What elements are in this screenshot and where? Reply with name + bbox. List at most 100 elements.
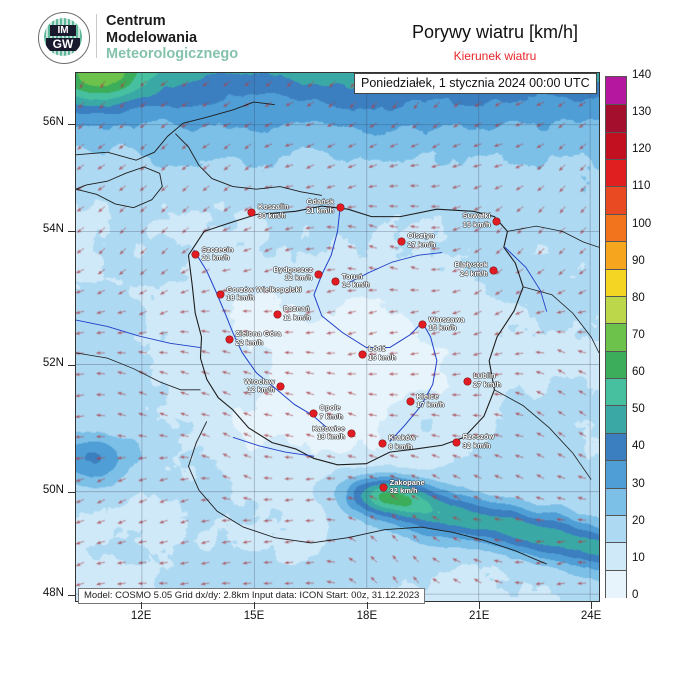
station-label: Warszawa 15 km/h	[429, 315, 465, 333]
colorbar-tick-label: 70	[632, 329, 645, 341]
brand-line-1: Centrum	[106, 13, 238, 30]
colorbar-tick-label: 100	[632, 217, 652, 230]
river-west	[76, 319, 201, 349]
station-dot-icon	[358, 350, 366, 358]
station-value: 32 km/h	[462, 440, 491, 450]
station-name: Toruń	[341, 271, 363, 281]
station-dot-icon	[419, 321, 426, 329]
colorbar-tick-label: 40	[632, 440, 645, 453]
station-name: Gorzów Wielkopolski	[226, 284, 302, 294]
colorbar-segment	[606, 569, 626, 598]
station-value: 18 km/h	[226, 293, 255, 303]
station-value: 8 km/h	[388, 441, 413, 451]
colorbar-tick-label: 80	[632, 291, 645, 304]
station-label: Wrocław 12 km/h	[244, 377, 275, 395]
x-axis-tick-mark	[479, 602, 481, 609]
colorbar	[605, 76, 627, 598]
colorbar-tick-label: 90	[632, 254, 645, 267]
station-label: Rzeszów 32 km/h	[463, 433, 495, 450]
x-axis-tick-mark	[254, 602, 256, 609]
station-value: 32 km/h	[389, 486, 418, 496]
x-axis-tick-mark	[141, 602, 143, 609]
logo-divider	[96, 14, 97, 58]
colorbar-segment	[606, 241, 626, 270]
station-value: 30 km/h	[257, 210, 286, 220]
y-axis-tick-mark	[68, 492, 75, 494]
valid-time-label: Poniedziałek, 1 stycznia 2024 00:00 UTC	[354, 73, 597, 94]
station-label: Kraków 8 km/h	[389, 434, 416, 451]
model-info-label: Model: COSMO 5.05 Grid dx/dy: 2.8km Inpu…	[78, 588, 426, 604]
page-header: IM GW Centrum Modelowania Meteorologiczn…	[0, 0, 681, 70]
colorbar-segment	[606, 104, 626, 133]
colorbar-segment	[606, 131, 626, 161]
station-label: Zielona Góra 22 km/h	[235, 330, 281, 347]
colorbar-tick-label: 140	[632, 69, 652, 81]
colorbar-segment	[606, 186, 626, 215]
station-dot-icon	[493, 217, 501, 225]
station-value: 12 km/h	[246, 385, 275, 395]
station-value: 22 km/h	[235, 337, 264, 347]
station-value: 24 km/h	[459, 268, 488, 278]
station-name: Opole	[319, 403, 341, 413]
station-name: Zielona Góra	[235, 329, 282, 339]
station-name: Koszalin	[257, 202, 289, 212]
station-name: Białystok	[454, 260, 488, 270]
colorbar-segment	[606, 432, 626, 462]
station-dot-icon	[225, 335, 233, 343]
x-axis-tick-label: 15E	[243, 610, 265, 622]
station-value: 7 km/h	[319, 411, 344, 421]
colorbar-segment	[606, 378, 626, 407]
station-value: 15 km/h	[462, 219, 491, 229]
x-axis-tick-label: 24E	[580, 610, 602, 622]
imgw-logo: IM GW	[34, 11, 90, 64]
station-value: 11 km/h	[283, 312, 311, 322]
y-axis-tick-label: 54N	[42, 223, 64, 235]
coastline-north	[76, 101, 275, 161]
x-axis-tick-mark	[366, 602, 368, 609]
station-label: Łódź 15 km/h	[368, 345, 396, 362]
station-dot-icon	[453, 438, 461, 446]
page-subtitle: Kierunek wiatru	[453, 49, 537, 63]
station-name: Łódź	[368, 344, 386, 354]
station-label: Gdańsk 21 km/h	[306, 198, 334, 215]
station-name: Szczecin	[201, 244, 234, 254]
brand-line-2-rest: odelowania	[118, 29, 198, 46]
border-belarus	[523, 286, 599, 354]
station-name: Olsztyn	[407, 231, 435, 240]
station-dot-icon	[277, 383, 285, 391]
brand-line-3: Meteorologicznego	[106, 46, 238, 63]
station-dot-icon	[336, 203, 344, 211]
station-label: Białystok 24 km/h	[455, 261, 488, 278]
river-vistula	[313, 207, 438, 442]
x-axis-tick-mark	[591, 602, 593, 609]
station-label: Katowice 19 km/h	[312, 424, 345, 442]
y-axis-tick-label: 56N	[42, 115, 64, 128]
logo-gw-text: GW	[46, 38, 80, 51]
river-south	[232, 436, 315, 457]
colorbar-segment	[606, 159, 626, 188]
x-axis-tick-label: 12E	[130, 610, 152, 622]
station-dot-icon	[490, 266, 498, 274]
station-dot-icon	[309, 409, 317, 417]
colorbar-tick-label: 20	[632, 514, 645, 527]
colorbar-tick-label: 50	[632, 403, 645, 416]
station-value: 27 km/h	[473, 379, 502, 389]
station-value: 12 km/h	[284, 273, 313, 283]
station-value: 15 km/h	[368, 352, 397, 362]
colorbar-segment	[606, 542, 626, 571]
station-label: Lublin 27 km/h	[473, 372, 501, 389]
station-dot-icon	[406, 398, 414, 406]
colorbar-segment	[606, 295, 626, 325]
station-dot-icon	[315, 271, 323, 279]
coastline-scandinavia	[175, 133, 322, 196]
border-czech-slovak-south	[187, 421, 547, 565]
river-neman	[504, 246, 548, 312]
colorbar-tick-label: 130	[632, 106, 652, 119]
weather-map[interactable]: Koszalin 30 km/h Gdańsk 21 km/h Suwałki 15 km…	[75, 72, 600, 602]
y-axis-tick-mark	[68, 364, 75, 366]
station-label: Zakopane 32 km/h	[389, 478, 425, 496]
colorbar-segment	[606, 77, 626, 105]
border-germany-west	[76, 352, 201, 391]
colorbar-segment	[606, 350, 626, 380]
station-dot-icon	[379, 439, 387, 447]
